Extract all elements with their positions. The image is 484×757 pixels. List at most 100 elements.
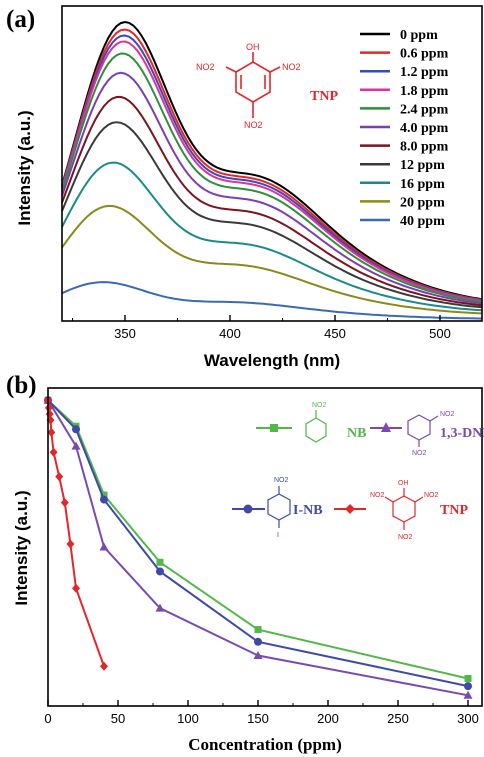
panel-a-legend: 0 ppm 0.6 ppm 1.2 ppm 1.8 ppm 2.4 ppm 4.0 ppm…: [360, 28, 449, 229]
panel-b-frame: [47, 387, 483, 707]
data-point: [99, 542, 109, 551]
tnp-a-no2-left: NO2: [196, 62, 215, 72]
data-point: [100, 495, 108, 504]
data-point: [72, 583, 80, 593]
x-tick-label: 50: [111, 711, 125, 726]
legend-entry-nb: NO2 NB: [256, 402, 366, 443]
data-point: [254, 637, 262, 646]
series-line: [47, 399, 469, 680]
data-point: [100, 661, 108, 671]
series-line: [47, 400, 105, 667]
x-tick-label: 500: [429, 326, 451, 341]
data-point: [155, 603, 165, 612]
legend-entry-dnb: NO2 NO2 1,3-DNB: [370, 411, 484, 457]
legend-item: 12 ppm: [360, 158, 445, 173]
data-point: [55, 472, 64, 482]
tnp-b-label: TNP: [440, 503, 468, 518]
legend-label: 0 ppm: [400, 28, 438, 43]
panel-a-frame: [61, 5, 483, 322]
inb-structure: [267, 486, 291, 528]
spectrum-line: [61, 121, 483, 309]
panel-a-y-axis-title: Intensity (a.u.): [15, 110, 34, 225]
nb-label: NB: [347, 426, 366, 441]
tnp-b-oh: OH: [398, 480, 409, 487]
tnp-a-oh: OH: [246, 42, 260, 52]
series-1-3-dnb: [43, 395, 473, 699]
data-point: [100, 491, 108, 499]
tnp-a-label: TNP: [310, 89, 338, 104]
legend-label: 1.8 ppm: [400, 84, 449, 99]
data-point: [71, 441, 81, 450]
x-tick-label: 300: [457, 711, 479, 726]
panel-b-x-ticks: 0 50 100 150 200 250 300: [44, 700, 479, 726]
spectrum-line: [61, 40, 483, 302]
series-i-nb: [44, 396, 472, 691]
panel-a-tag: (a): [6, 6, 35, 33]
series-tnp: [44, 395, 108, 671]
spectrum-line: [61, 20, 483, 301]
legend-item: 4.0 ppm: [360, 121, 449, 136]
spectrum-line: [61, 71, 483, 305]
panel-a: (a) 350 400 450 500 Wavelength (nm) Intensi…: [6, 5, 483, 370]
legend-item: 1.8 ppm: [360, 84, 449, 99]
data-point: [254, 626, 262, 634]
data-point: [253, 651, 263, 660]
data-point: [47, 427, 56, 437]
legend-item: 8.0 ppm: [360, 140, 449, 155]
legend-entry-inb: NO2 I I-NB: [232, 477, 323, 539]
tnp-structure-a: [225, 52, 281, 118]
legend-label: 2.4 ppm: [400, 102, 449, 117]
spectrum-line: [61, 52, 483, 303]
series-line: [47, 399, 469, 688]
legend-label: 8.0 ppm: [400, 140, 449, 155]
panel-b-x-axis-title: Concentration (ppm): [188, 735, 341, 754]
data-point: [464, 682, 472, 691]
x-tick-label: 350: [114, 326, 136, 341]
spectrum-curves: [61, 20, 483, 320]
panel-b-tag: (b): [6, 372, 37, 399]
legend-label: 1.2 ppm: [400, 65, 449, 80]
dnb-no2-bottom: NO2: [412, 450, 427, 457]
nb-no2: NO2: [312, 402, 327, 409]
tnp-b-no2-left: NO2: [370, 492, 385, 499]
data-point: [156, 558, 164, 566]
legend-item: 20 ppm: [360, 195, 445, 210]
spectrum-line: [61, 95, 483, 307]
legend-item: 1.2 ppm: [360, 65, 449, 80]
x-tick-label: 200: [317, 711, 339, 726]
legend-label: 16 ppm: [400, 177, 445, 192]
data-point: [464, 674, 472, 682]
x-tick-label: 450: [324, 326, 346, 341]
data-point: [44, 403, 53, 413]
legend-item: 2.4 ppm: [360, 102, 449, 117]
legend-item: 0.6 ppm: [360, 47, 449, 62]
spectrum-line: [61, 204, 483, 315]
legend-item: 0 ppm: [360, 28, 438, 43]
x-tick-label: 400: [219, 326, 241, 341]
nb-structure: [305, 410, 327, 443]
x-tick-label: 0: [44, 711, 51, 726]
inb-no2: NO2: [274, 477, 289, 484]
data-point: [72, 425, 80, 434]
panel-b-y-axis-title: Intensity (a.u.): [12, 490, 31, 605]
series-line: [47, 399, 469, 697]
tnp-a-no2-right: NO2: [282, 62, 301, 72]
legend-label: 40 ppm: [400, 214, 445, 229]
legend-label: 0.6 ppm: [400, 47, 449, 62]
x-tick-label: 150: [247, 711, 269, 726]
spectrum-line: [61, 161, 483, 312]
data-point: [156, 567, 164, 576]
legend-label: 12 ppm: [400, 158, 445, 173]
dnb-structure: [407, 414, 439, 447]
data-point: [463, 690, 473, 699]
dnb-label: 1,3-DNB: [440, 426, 484, 441]
panel-a-x-axis-title: Wavelength (nm): [204, 351, 340, 370]
tnp-structure-b: [384, 488, 424, 530]
tnp-b-no2-right: NO2: [424, 492, 439, 499]
inb-label: I-NB: [293, 503, 323, 518]
dnb-no2-top: NO2: [440, 411, 455, 418]
panel-b: (b) 0 50 100 150 200 250 300 Concentration (pp…: [6, 372, 484, 754]
inb-iodine: I: [277, 532, 279, 539]
data-point: [49, 447, 58, 457]
